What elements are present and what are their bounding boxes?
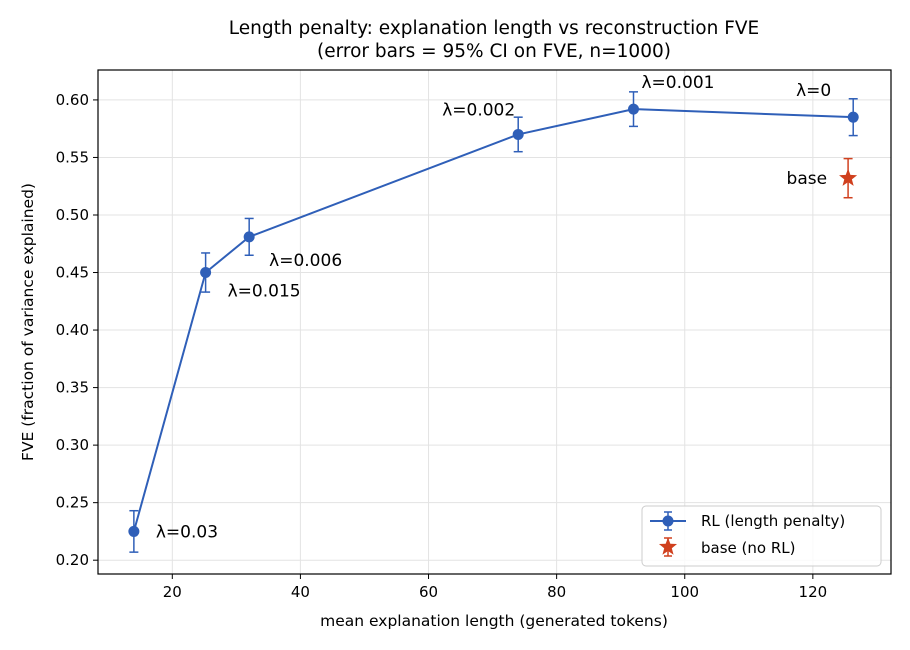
axis-ticks: 20 40 60 80 100 120 0.20 0.25 0.30 0.35 0.40 0.45 0.… <box>56 91 828 601</box>
legend-box <box>641 505 882 567</box>
point-label: base <box>787 169 828 189</box>
series-rl <box>128 91 859 553</box>
y-tick-label: 0.25 <box>56 494 89 512</box>
data-point <box>200 267 212 279</box>
point-label: λ=0.001 <box>641 73 714 93</box>
y-tick-label: 0.20 <box>56 551 89 569</box>
legend-rl-marker <box>662 515 674 527</box>
point-label: λ=0.015 <box>228 282 301 302</box>
legend-entry-base: base (no RL) <box>658 537 795 557</box>
y-tick-label: 0.60 <box>56 91 89 109</box>
legend-rl-label: RL (length penalty) <box>701 512 845 530</box>
x-tick-label: 120 <box>799 583 828 601</box>
point-label: λ=0 <box>796 81 831 101</box>
data-point <box>627 103 639 115</box>
y-tick-label: 0.45 <box>56 264 89 282</box>
plot-frame <box>97 69 892 575</box>
chart-subtitle: (error bars = 95% CI on FVE, n=1000) <box>317 41 671 62</box>
y-tick-label: 0.30 <box>56 436 89 454</box>
legend: RL (length penalty) base (no RL) <box>641 505 882 567</box>
data-point-star <box>839 168 858 186</box>
x-axis-title: mean explanation length (generated token… <box>320 612 668 630</box>
series-base <box>839 157 858 199</box>
series-line <box>132 108 854 532</box>
grid <box>98 70 891 574</box>
data-point <box>128 525 140 537</box>
point-labels: λ=0.03 λ=0.015 λ=0.006 λ=0.002 λ=0.001 λ=0 bas… <box>156 73 831 542</box>
y-tick-label: 0.40 <box>56 321 89 339</box>
data-point <box>512 128 524 140</box>
x-tick-label: 60 <box>419 583 438 601</box>
x-tick-label: 80 <box>547 583 566 601</box>
data-point <box>847 111 859 123</box>
plot-series <box>128 91 859 553</box>
y-tick-label: 0.55 <box>56 148 89 166</box>
data-point <box>243 231 255 243</box>
x-tick-label: 20 <box>163 583 182 601</box>
point-label: λ=0.006 <box>269 251 342 271</box>
legend-base-marker <box>658 537 678 555</box>
point-label: λ=0.03 <box>156 522 218 542</box>
x-tick-label: 100 <box>670 583 699 601</box>
chart-title: Length penalty: explanation length vs re… <box>229 18 759 39</box>
y-tick-label: 0.50 <box>56 206 89 224</box>
legend-entry-rl: RL (length penalty) <box>650 511 845 531</box>
point-label: λ=0.002 <box>442 100 515 120</box>
y-axis-title: FVE (fraction of variance explained) <box>19 183 37 461</box>
legend-base-label: base (no RL) <box>701 539 795 557</box>
y-tick-label: 0.35 <box>56 379 89 397</box>
x-tick-label: 40 <box>291 583 310 601</box>
